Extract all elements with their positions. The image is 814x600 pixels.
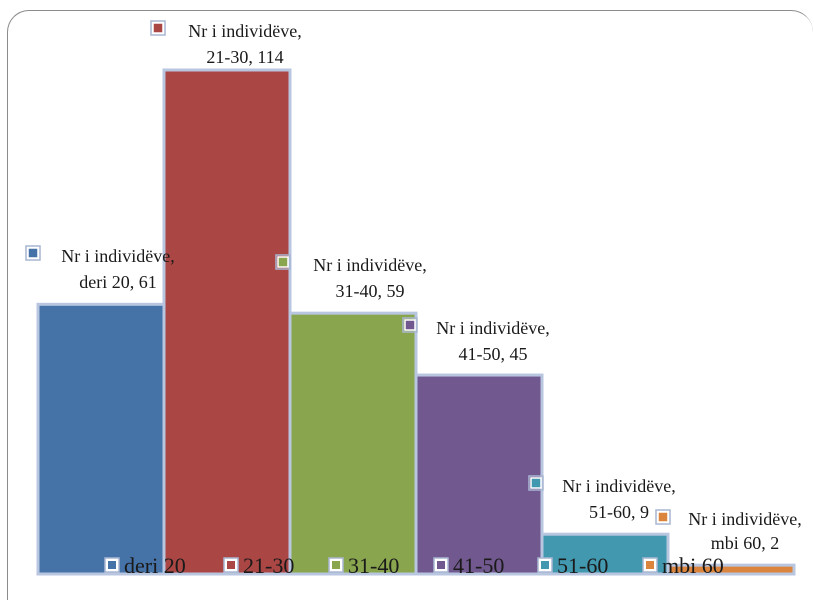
data-label-marker-frame	[25, 245, 41, 261]
bar-21-30	[162, 68, 292, 576]
legend-label: 41-50	[453, 553, 504, 578]
data-label-51-60: Nr i individëve, 51-60, 9	[528, 475, 676, 522]
data-label-deri-20: Nr i individëve, deri 20, 61	[25, 245, 175, 292]
data-label-line2: 41-50, 45	[459, 344, 528, 364]
legend-label: 21-30	[243, 553, 294, 578]
data-label-marker	[657, 511, 669, 523]
legend-label: deri 20	[124, 553, 186, 578]
bar-31-40	[288, 311, 418, 576]
legend-label: 51-60	[557, 553, 608, 578]
data-label-marker	[277, 256, 289, 268]
data-label-line2: 21-30, 114	[206, 47, 283, 67]
data-label-line2: deri 20, 61	[79, 272, 156, 292]
data-label-line1: Nr i individëve,	[562, 476, 675, 496]
data-label-marker-frame	[655, 509, 671, 525]
legend-marker	[332, 561, 340, 569]
legend-marker	[646, 561, 654, 569]
bar-41-50	[414, 373, 544, 576]
data-label-line2: 51-60, 9	[589, 502, 649, 522]
legend-label: 31-40	[348, 553, 399, 578]
data-label-line1: Nr i individëve,	[188, 21, 301, 41]
data-label-marker-frame	[402, 317, 418, 333]
bar-mbi-60	[666, 563, 796, 576]
chart-frame	[7, 10, 813, 600]
legend-item-31-40: 31-40	[328, 553, 399, 578]
legend-item-deri-20: deri 20	[104, 553, 186, 578]
data-label-line1: Nr i individëve,	[313, 255, 426, 275]
legend-item-41-50: 41-50	[433, 553, 504, 578]
data-label-marker-frame	[150, 20, 166, 36]
data-label-marker	[27, 247, 39, 259]
bar-deri-20	[36, 302, 166, 576]
legend-item-mbi-60: mbi 60	[642, 553, 724, 578]
data-label-marker	[530, 477, 542, 489]
data-label-marker-frame	[275, 254, 291, 270]
data-label-marker-frame	[528, 475, 544, 491]
data-label-marker	[404, 319, 416, 331]
legend-marker	[227, 561, 235, 569]
data-label-line1: Nr i individëve,	[61, 246, 174, 266]
legend-item-21-30: 21-30	[223, 553, 294, 578]
data-label-line1: Nr i individëve,	[436, 318, 549, 338]
legend-marker	[108, 561, 116, 569]
legend-item-51-60: 51-60	[537, 553, 608, 578]
data-label-21-30: Nr i individëve, 21-30, 114	[150, 20, 302, 67]
data-label-31-40: Nr i individëve, 31-40, 59	[275, 254, 427, 301]
data-label-line2: mbi 60, 2	[711, 533, 780, 553]
data-label-marker	[152, 22, 164, 34]
legend-label: mbi 60	[662, 553, 724, 578]
legend-marker	[437, 561, 445, 569]
legend-marker	[541, 561, 549, 569]
data-label-line2: 31-40, 59	[336, 281, 405, 301]
data-label-41-50: Nr i individëve, 41-50, 45	[402, 317, 550, 364]
data-label-line1: Nr i individëve,	[688, 509, 801, 529]
data-label-mbi-60: Nr i individëve, mbi 60, 2	[655, 509, 802, 553]
